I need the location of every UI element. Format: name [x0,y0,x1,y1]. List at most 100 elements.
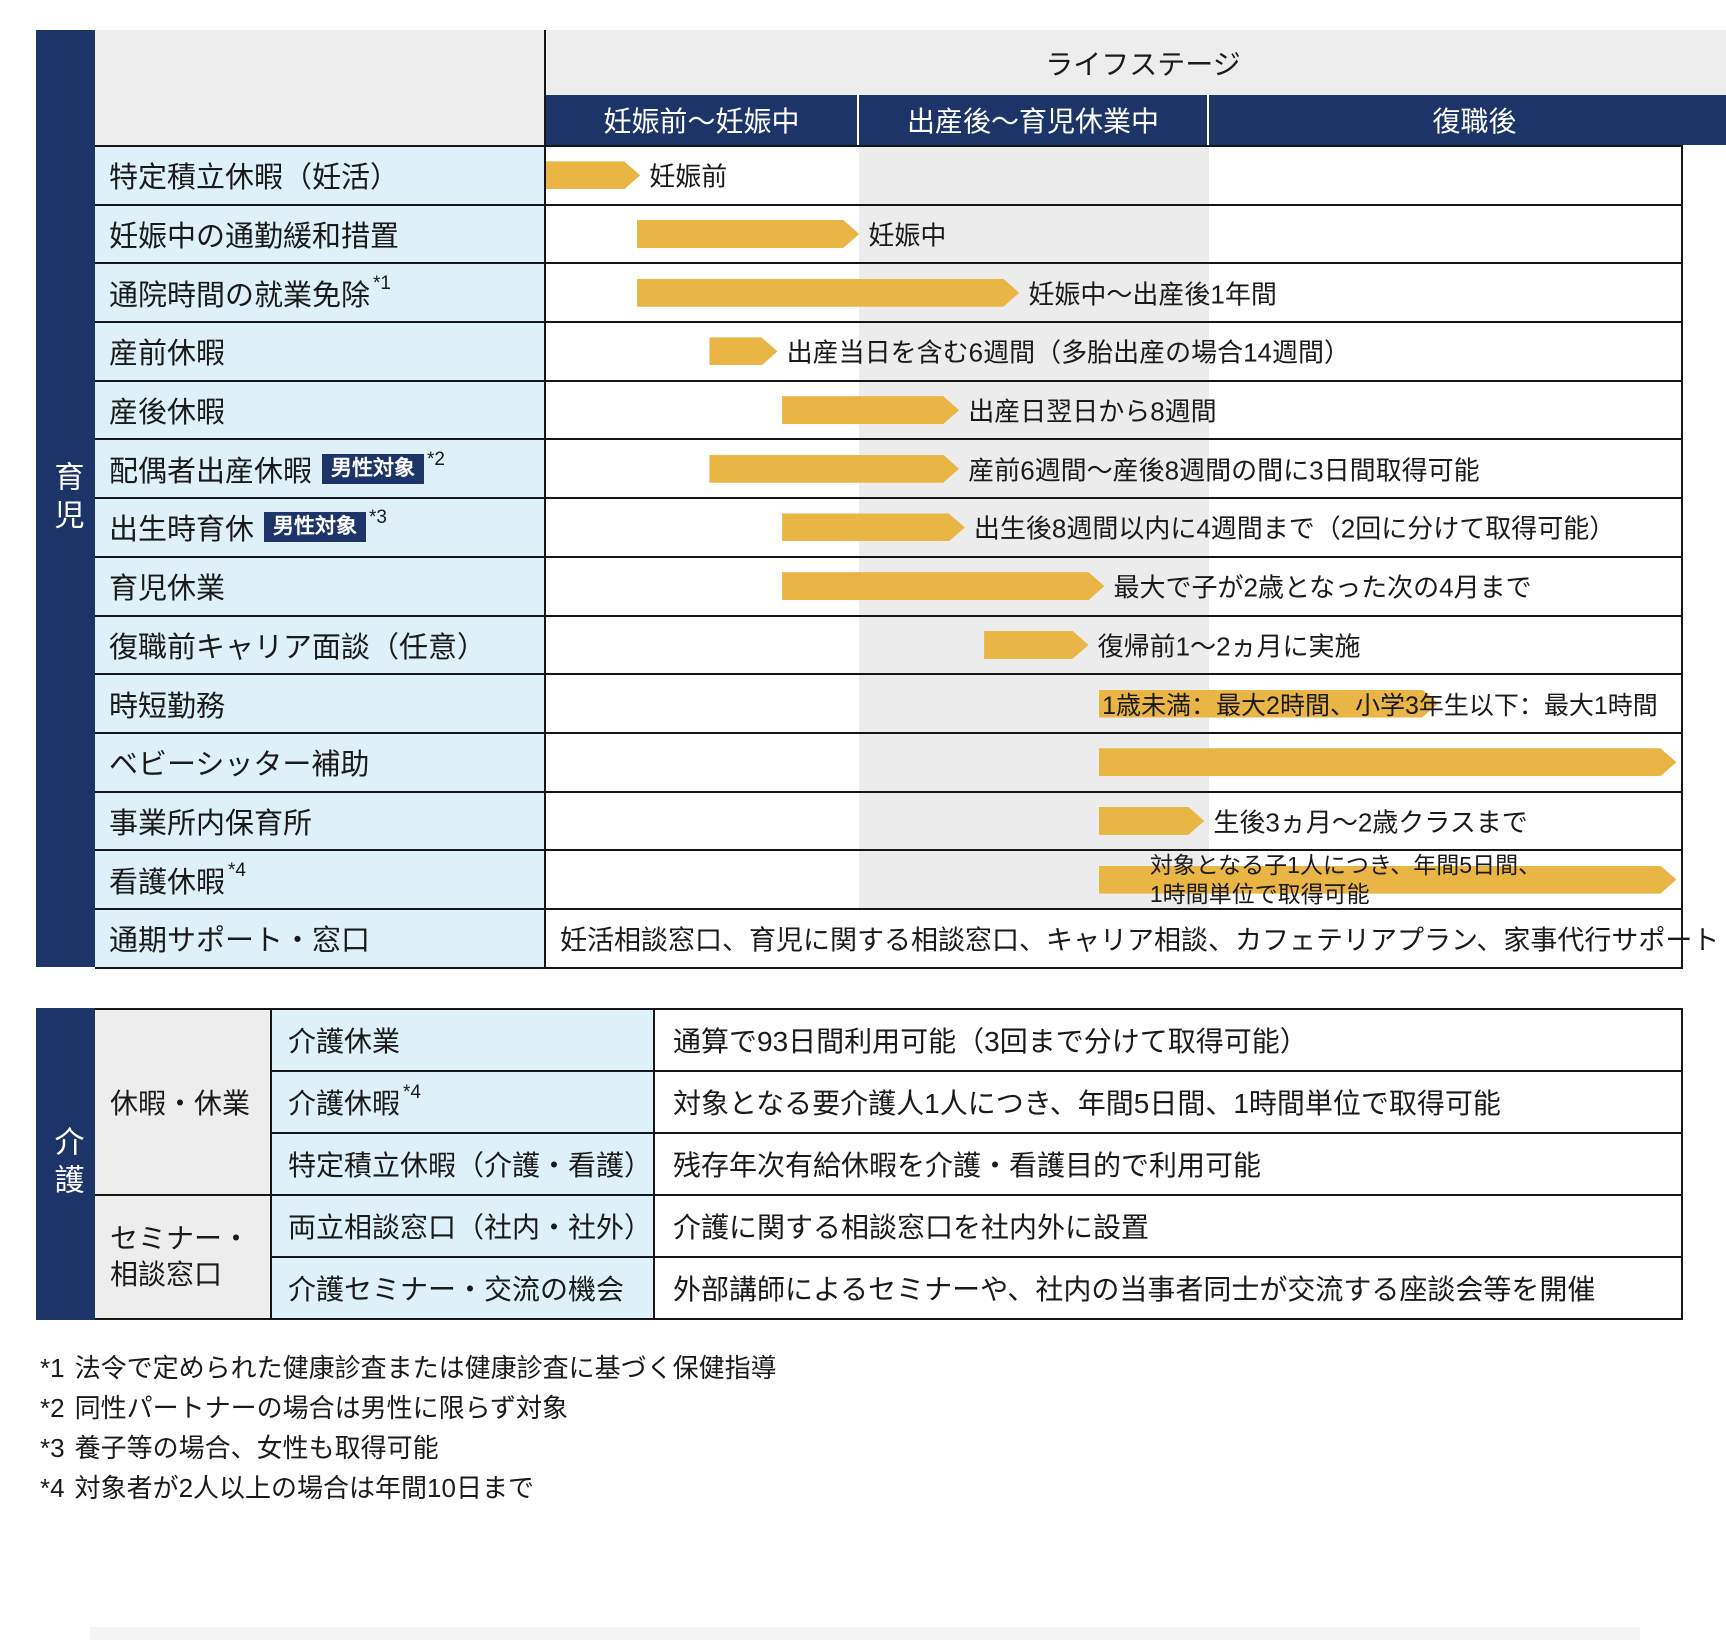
benefit-name-cell: 時短勤務 [95,675,546,732]
stage2-shade-band [859,205,1209,263]
stage2-shade-band [859,147,1209,204]
benefit-name: 介護セミナー・交流の機会 [288,1274,625,1305]
timeline-cell: 妊娠中 [546,205,1683,263]
timeline-cell: 妊娠前 [546,147,1683,204]
male-target-badge: 男性対象 [264,512,367,543]
timeline-bar [984,631,1088,659]
caregiving-rows: 休暇・休業 セミナー・ 相談窓口 介護休業 通算で93日間利用可能（3回まで分け… [95,1008,1683,1320]
benefit-name: 時短勤務 [109,690,226,723]
timeline-cell [546,733,1683,791]
benefit-name-cell: 妊娠中の通勤緩和措置 [95,205,546,263]
timeline-bar [782,572,1104,600]
childcare-category-sidebar: 育児 [36,30,95,967]
stage-column-pregnancy: 妊娠前〜妊娠中 [546,95,859,145]
caregiving-category-sidebar: 介護 [36,1008,95,1320]
timeline-bar-label: 妊娠前 [649,161,728,192]
table-row: 通期サポート・窓口 妊活相談窓口、育児に関する相談窓口、キャリア相談、カフェテリ… [95,909,1719,969]
benefit-name: 両立相談窓口（社内・社外） [288,1212,653,1243]
benefit-name-cell: 特定積立休暇（妊活） [95,147,546,204]
benefit-name-cell: 両立相談窓口（社内・社外） [272,1196,655,1258]
table-row: 妊娠中の通勤緩和措置 妊娠中 [95,205,1683,265]
timeline-bar [1099,866,1677,894]
timeline-bar [546,161,640,189]
benefit-name-cell: 通期サポート・窓口 [95,909,546,967]
footnote-text: 対象者が2人以上の場合は年間10日まで [74,1473,534,1503]
table-row: 配偶者出産休暇 男性対象 *2 産前6週間〜産後8週間の間に3日間取得可能 [95,440,1683,500]
benefit-name: 看護休暇 [109,866,226,899]
timeline-cell: 妊娠中〜出産後1年間 [546,264,1683,322]
timeline-inline-text-line2: 1時間単位で取得可能 [1149,880,1370,907]
timeline-cell: 出産当日を含む6週間（多胎出産の場合14週間） [546,323,1683,380]
timeline-bar-label: 生後3ヵ月〜2歳クラスまで [1213,807,1528,838]
timeline-bar [709,337,777,365]
lifestage-header: ライフステージ 妊娠前〜妊娠中 出産後〜育児休業中 復職後 [95,30,1726,145]
timeline-bar [1099,690,1438,718]
timeline-cell: 産前6週間〜産後8週間の間に3日間取得可能 [546,440,1683,498]
male-target-badge: 男性対象 [322,453,425,484]
timeline-cell: 出産日翌日から8週間 [546,381,1683,439]
benefit-name: 特定積立休暇（介護・看護） [288,1150,653,1181]
benefit-name-cell: 産前休暇 [95,323,546,380]
footnote-text: 養子等の場合、女性も取得可能 [74,1433,439,1463]
timeline-inline-text-line1: 対象となる子1人につき、年間5日間、 [1149,851,1542,878]
table-row: 通院時間の就業免除 *1 妊娠中〜出産後1年間 [95,264,1683,324]
table-row: 時短勤務 1歳未満：最大2時間、小学3年生以下：最大1時間 [95,675,1683,734]
benefit-name-cell: 介護セミナー・交流の機会 [272,1258,655,1320]
benefit-name-cell: 介護休業 [272,1010,655,1072]
benefit-name: 出生時育休 [109,514,255,547]
footnote-marker: *2 [427,448,445,470]
timeline-inline-text: 1歳未満：最大2時間、小学3年生以下：最大1時間 [1102,691,1658,720]
benefit-name: 通院時間の就業免除 [109,279,371,312]
footnote-text: 法令で定められた健康診査または健康診査に基づく保健指導 [74,1353,777,1383]
benefit-description: 外部講師によるセミナーや、社内の当事者同士が交流する座談会等を開催 [655,1258,1683,1320]
benefit-name: 特定積立休暇（妊活） [109,162,400,195]
benefit-description: 通算で93日間利用可能（3回まで分けて取得可能） [655,1010,1683,1072]
benefit-description: 介護に関する相談窓口を社内外に設置 [655,1196,1683,1258]
benefit-name-cell: 産後休暇 [95,381,546,439]
benefit-name: ベビーシッター補助 [109,749,370,782]
footnote-marker: *1 [373,272,391,294]
table-row: 産前休暇 出産当日を含む6週間（多胎出産の場合14週間） [95,323,1683,382]
table-row: 産後休暇 出産日翌日から8週間 [95,381,1683,441]
timeline-bar [637,279,1019,307]
timeline-bar-label: 出産日翌日から8週間 [968,396,1217,427]
timeline-bar [1099,807,1205,835]
group-cell-seminar: セミナー・ 相談窓口 [95,1196,272,1320]
group-cell-leave: 休暇・休業 [95,1010,272,1196]
childcare-benefits-table: 育児 ライフステージ 妊娠前〜妊娠中 出産後〜育児休業中 復職後 特定積立休暇（… [36,30,1726,969]
table-row: 事業所内保育所 生後3ヵ月〜2歳クラスまで [95,792,1683,852]
lifestage-columns: 妊娠前〜妊娠中 出産後〜育児休業中 復職後 [546,95,1726,145]
childcare-rows: 特定積立休暇（妊活） 妊娠前 妊娠中の通勤緩和措置 妊娠中 [95,145,1719,969]
timeline-bar-label: 出産当日を含む6週間（多胎出産の場合14週間） [786,337,1350,368]
stage2-shade-band [859,323,1209,380]
timeline-bar-label: 妊娠中〜出産後1年間 [1028,279,1277,310]
table-row: ベビーシッター補助 [95,733,1683,793]
benefit-name-cell: 育児休業 [95,557,546,615]
timeline-cell: 最大で子が2歳となった次の4月まで [546,557,1683,615]
footnote-marker: *4 [40,1473,65,1503]
timeline-bar-label: 復帰前1〜2ヵ月に実施 [1097,631,1361,662]
benefit-name-cell: 復職前キャリア面談（任意） [95,616,546,674]
table-row: 看護休暇 *4 対象となる子1人につき、年間5日間、 1時間単位で取得可能 [95,851,1683,910]
benefit-name: 介護休暇 [288,1088,401,1119]
group-label-line2: 相談窓口 [110,1259,223,1290]
timeline-bar [637,220,859,248]
footnote-marker: *2 [40,1393,65,1423]
benefit-name-cell: 介護休暇 *4 [272,1072,655,1134]
timeline-bar-label: 最大で子が2歳となった次の4月まで [1113,572,1532,603]
timeline-inline-text: 対象となる子1人につき、年間5日間、 1時間単位で取得可能 [1150,851,1541,909]
timeline-bar-label: 出生後8週間以内に4週間まで（2回に分けて取得可能） [973,513,1616,544]
table-row: 育児休業 最大で子が2歳となった次の4月まで [95,557,1683,617]
benefit-name-cell: 出生時育休 男性対象 *3 [95,499,546,556]
table-row: 特定積立休暇（妊活） 妊娠前 [95,147,1683,206]
support-services-text: 妊活相談窓口、育児に関する相談窓口、キャリア相談、カフェテリアプラン、家事代行サ… [560,925,1720,956]
benefit-name-cell: 看護休暇 *4 [95,851,546,908]
benefit-name: 介護休業 [288,1026,401,1057]
timeline-bar [709,455,959,483]
footnote-line: *2 同性パートナーの場合は男性に限らず対象 [40,1388,777,1428]
benefit-name: 通期サポート・窓口 [109,925,371,958]
benefit-name-cell: ベビーシッター補助 [95,733,546,791]
timeline-bar [782,513,965,541]
table-row: 出生時育休 男性対象 *3 出生後8週間以内に4週間まで（2回に分けて取得可能） [95,499,1683,558]
benefit-name: 事業所内保育所 [109,807,313,840]
